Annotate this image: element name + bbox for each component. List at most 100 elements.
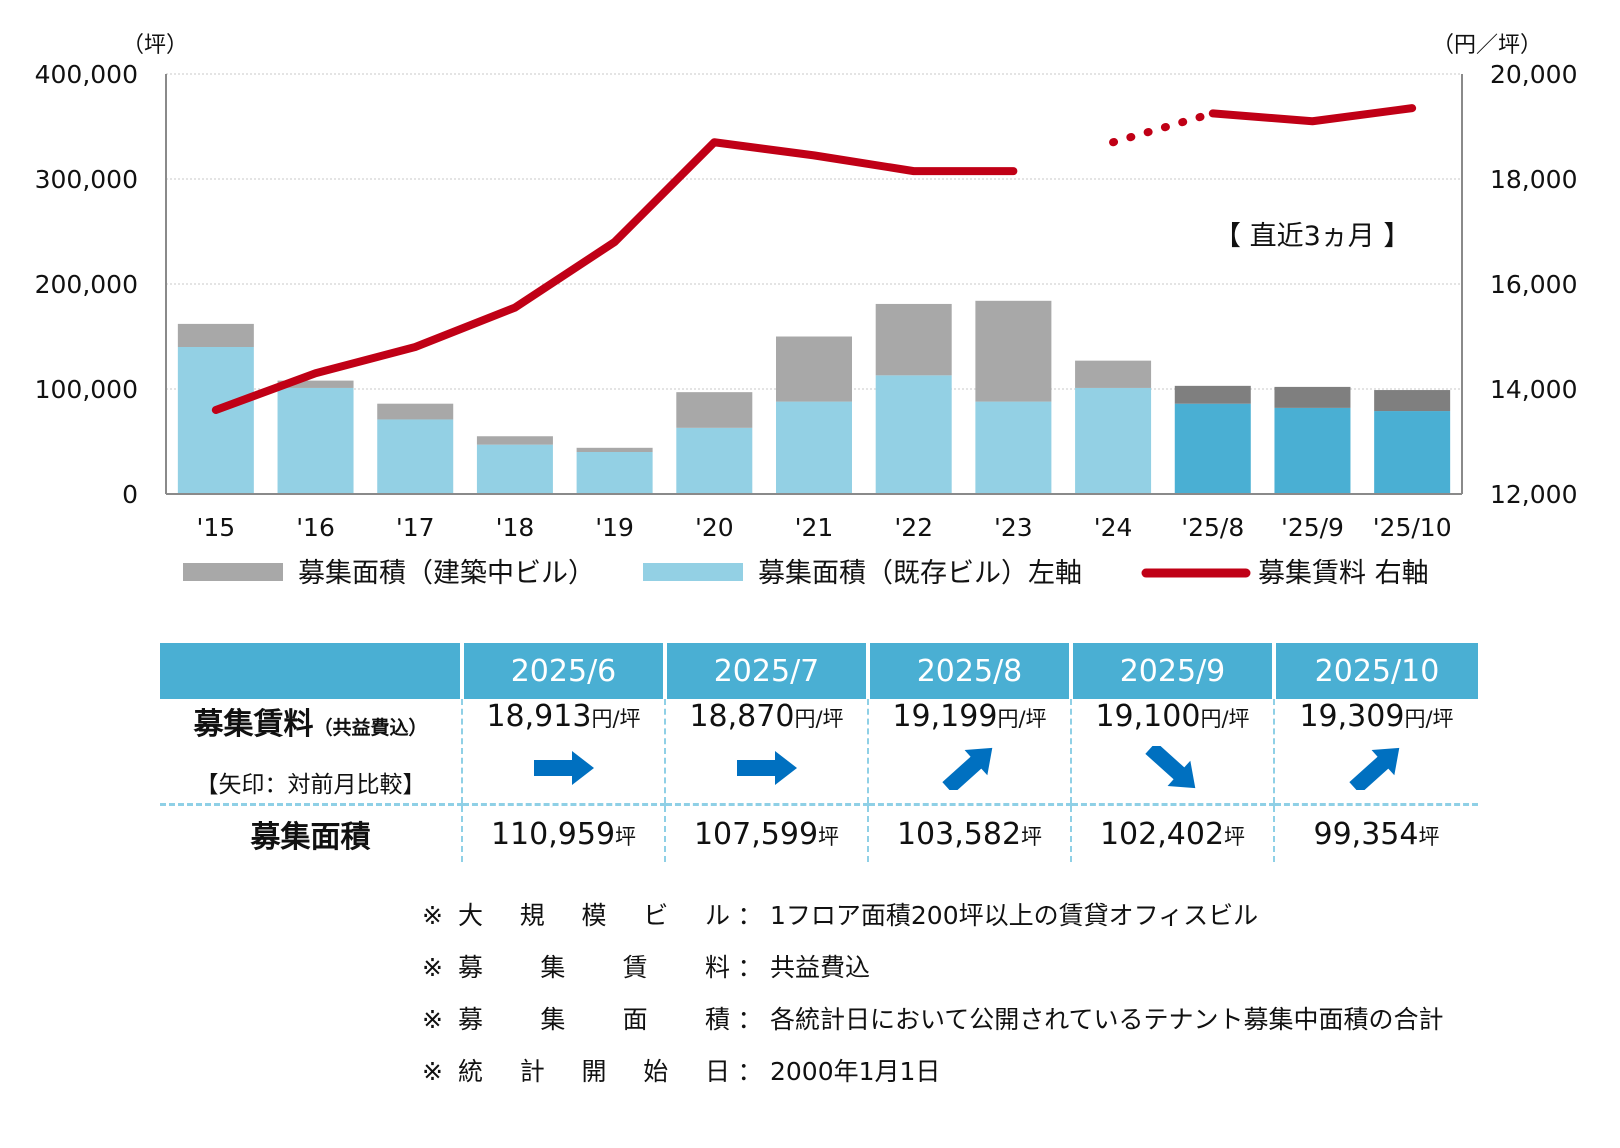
footnote-key: 募集面積 — [458, 994, 730, 1046]
rent-cell: 19,309円/坪 — [1274, 699, 1478, 805]
legend-construction-label: 募集面積（建築中ビル） — [298, 558, 595, 589]
bar-construction — [1374, 390, 1451, 412]
right-tick-label: 20,000 — [1490, 60, 1577, 89]
x-tick-label: '25/10 — [1373, 513, 1452, 542]
footnote-key: 統計開始日 — [458, 1046, 730, 1098]
area-cell: 103,582坪 — [868, 803, 1072, 862]
rent-cell: 19,100円/坪 — [1071, 699, 1275, 805]
right-tick-label: 14,000 — [1490, 375, 1577, 404]
footnote-colon: ： — [737, 953, 763, 982]
rent-label-sub: （共益費込） — [313, 717, 428, 739]
footnote-key-char: 面 — [622, 1005, 648, 1034]
arrow-right-icon — [736, 751, 797, 785]
footnote-row: ※ 募 集 賃 料：共益費込 — [422, 942, 1444, 994]
footnote-key-char: 賃 — [622, 953, 648, 982]
area-unit: 坪 — [1224, 824, 1246, 849]
footnote-key-char: 集 — [540, 953, 566, 982]
area-unit: 坪 — [1418, 824, 1440, 849]
footnotes: ※ 大規模ビル： 1フロア面積200坪以上の賃貸オフィスビル ※ 募集賃料：共益費込 ※ 募… — [422, 890, 1444, 1098]
bar-construction — [576, 447, 653, 452]
area-unit: 坪 — [818, 824, 840, 849]
rent-unit: 円/坪 — [591, 707, 641, 731]
bar-construction — [875, 303, 952, 376]
legend: 募集面積（建築中ビル） 募集面積（既存ビル）左軸 募集賃料 右軸 — [183, 558, 1429, 589]
footnote-key-char: ビ — [643, 901, 669, 930]
bar-construction — [776, 336, 852, 402]
bar-existing — [975, 401, 1052, 494]
bar-existing — [1075, 387, 1152, 494]
rent-line-history — [211, 138, 1018, 414]
rent-unit: 円/坪 — [794, 707, 844, 731]
x-tick-label: '25/9 — [1281, 513, 1344, 542]
rent-unit: 円/坪 — [1404, 707, 1454, 731]
x-tick-label: '21 — [795, 513, 834, 542]
footnote-value: 各統計日において公開されているテナント募集中面積の合計 — [770, 1005, 1444, 1034]
rent-unit: 円/坪 — [1200, 707, 1250, 731]
legend-rent-label: 募集賃料 右軸 — [1258, 558, 1429, 589]
footnote-key-char: 規 — [519, 901, 545, 930]
area-unit: 坪 — [615, 824, 637, 849]
header-2025-6: 2025/6 — [462, 643, 667, 699]
footnote-key-char: 集 — [540, 1005, 566, 1034]
rent-row-label: 募集賃料（共益費込） 【矢印：対前月比較】 — [160, 699, 463, 805]
rent-label: 募集賃料 — [193, 707, 314, 742]
footnote-key-char: 積 — [704, 1005, 730, 1034]
area-unit: 坪 — [1021, 824, 1043, 849]
arrow-down-right-icon — [1144, 746, 1195, 789]
x-tick-label: '25/8 — [1181, 513, 1244, 542]
bars — [177, 300, 1451, 494]
x-tick-label: '16 — [296, 513, 335, 542]
area-value: 103,582 — [896, 816, 1022, 852]
right-tick-label: 18,000 — [1490, 165, 1577, 194]
area-value: 107,599 — [693, 816, 819, 852]
bar-existing — [676, 427, 753, 494]
footnote-key-char: 計 — [519, 1057, 545, 1086]
footnote-key: 募集賃料 — [458, 942, 730, 994]
legend-construction-swatch — [183, 563, 283, 581]
rent-value: 18,870 — [689, 699, 795, 734]
vacancy-rent-chart: 0 12,000 100,000 14,000 200,000 16,000 300,000… — [35, 33, 1578, 589]
bar-construction — [377, 403, 454, 420]
table-corner — [160, 643, 464, 699]
x-tick-label: '23 — [994, 513, 1033, 542]
bar-existing — [1274, 407, 1351, 494]
left-axis-unit: （坪） — [122, 33, 188, 58]
header-2025-9: 2025/9 — [1071, 643, 1276, 699]
summary-table: 2025/6 2025/7 2025/8 2025/9 2025/10 募集賃料… — [160, 643, 1478, 862]
footnote-row: ※ 大 規 模 ビ ル： 1フロア面積200坪以上の賃貸オフィスビル — [422, 890, 1444, 942]
rent-cell: 19,199円/坪 — [868, 699, 1072, 805]
bar-construction — [177, 323, 254, 347]
footnote-colon: ： — [737, 901, 763, 930]
bar-existing — [377, 419, 454, 494]
rent-unit: 円/坪 — [997, 707, 1047, 731]
rent-arrow-note: 【矢印：対前月比較】 — [195, 772, 426, 798]
legend-existing-label: 募集面積（既存ビル）左軸 — [758, 558, 1082, 589]
x-tick-label: '15 — [197, 513, 236, 542]
bar-existing — [875, 375, 952, 494]
x-tick-label: '20 — [695, 513, 734, 542]
footnote-value: 2000年1月1日 — [770, 1057, 941, 1086]
footnote-mark: ※ — [422, 1057, 443, 1086]
axes: 0 12,000 100,000 14,000 200,000 16,000 300,000… — [35, 60, 1578, 542]
header-2025-10: 2025/10 — [1274, 643, 1478, 699]
bar-existing — [177, 347, 254, 494]
table-row: 募集賃料（共益費込） 【矢印：対前月比較】 18,913円/坪 18,870円/… — [160, 699, 1478, 805]
bar-construction — [1075, 360, 1152, 388]
left-tick-label: 300,000 — [35, 165, 138, 194]
bar-construction — [975, 300, 1052, 402]
rent-line-dotted — [1109, 109, 1217, 147]
footnote-key-char: ル — [704, 901, 730, 930]
table-row: 募集面積 110,959坪 107,599坪 103,582坪 102,402坪… — [160, 803, 1478, 862]
footnote-key-char: 統 — [458, 1057, 484, 1086]
bar-construction — [277, 380, 354, 388]
left-tick-label: 0 — [122, 480, 138, 509]
x-tick-label: '18 — [496, 513, 535, 542]
footnote-mark: ※ — [422, 1005, 443, 1034]
bar-existing — [1174, 403, 1251, 494]
right-tick-label: 16,000 — [1490, 270, 1577, 299]
footnote-key-char: 料 — [704, 953, 730, 982]
bar-construction — [676, 392, 753, 428]
recent-annotation: 【 直近3ヵ月 】 — [1214, 221, 1410, 252]
header-2025-8: 2025/8 — [868, 643, 1073, 699]
area-value: 102,402 — [1099, 816, 1225, 852]
